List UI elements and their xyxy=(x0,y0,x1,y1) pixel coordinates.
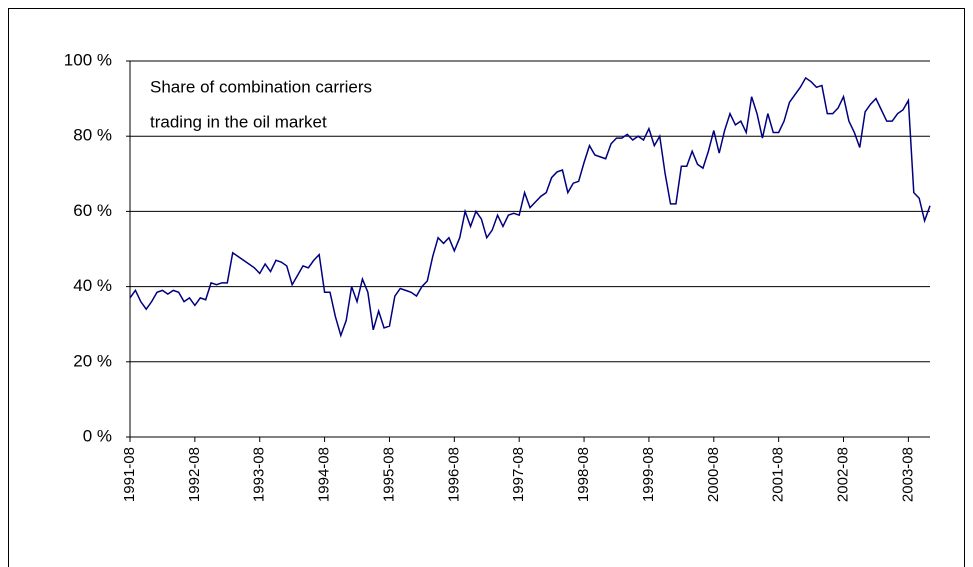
x-tick-label: 1993-08 xyxy=(251,447,268,502)
x-tick-label: 1994-08 xyxy=(316,447,333,502)
x-tick-label: 1997-08 xyxy=(510,447,527,502)
y-tick-label: 80 % xyxy=(73,126,112,145)
y-tick-label: 100 % xyxy=(64,50,112,69)
line-series xyxy=(129,76,931,338)
x-tick-label: 2000-08 xyxy=(705,447,722,502)
annotation-line: Share of combination carriers xyxy=(150,77,372,96)
y-tick-label: 0 % xyxy=(83,426,112,445)
x-tick-label: 1996-08 xyxy=(445,447,462,502)
x-tick-label: 2002-08 xyxy=(834,447,851,502)
x-tick-label: 1991-08 xyxy=(121,447,138,502)
annotation: Share of combination carriers trading in … xyxy=(150,77,372,131)
x-tick-label: 1992-08 xyxy=(186,447,203,502)
frame xyxy=(8,8,965,567)
x-tick-label: 1999-08 xyxy=(640,447,657,502)
x-tick-label: 2001-08 xyxy=(770,447,787,502)
x-tick-label: 1995-08 xyxy=(380,447,397,502)
x-tick-label: 1998-08 xyxy=(575,447,592,502)
x-tick-label: 2003-08 xyxy=(899,447,916,502)
annotation-line: trading in the oil market xyxy=(150,112,327,131)
y-tick-label: 60 % xyxy=(73,201,112,220)
y-tick-label: 20 % xyxy=(73,351,112,370)
y-tick-label: 40 % xyxy=(73,276,112,295)
